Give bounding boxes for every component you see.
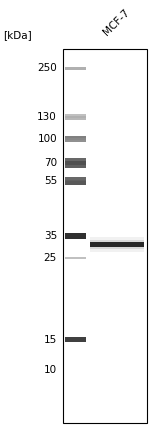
Bar [64, 257, 86, 259]
Text: 250: 250 [37, 64, 57, 73]
Bar [90, 242, 144, 247]
Bar [64, 139, 86, 142]
Text: 35: 35 [44, 231, 57, 241]
Text: 15: 15 [44, 335, 57, 344]
Text: MCF-7: MCF-7 [101, 7, 131, 37]
Bar [64, 118, 86, 120]
Bar [64, 233, 86, 239]
Text: 100: 100 [37, 134, 57, 144]
Bar [90, 240, 144, 249]
Bar [63, 49, 147, 423]
Bar [64, 182, 86, 184]
Bar [64, 337, 86, 342]
Text: 130: 130 [37, 112, 57, 122]
Bar [64, 165, 86, 168]
Text: 10: 10 [44, 366, 57, 375]
Bar [64, 179, 86, 183]
Bar [64, 161, 86, 165]
Bar [90, 237, 144, 252]
Text: 25: 25 [44, 253, 57, 263]
Bar [64, 137, 86, 140]
Bar [64, 116, 86, 118]
Text: 70: 70 [44, 158, 57, 168]
Text: 55: 55 [44, 176, 57, 186]
Bar [64, 113, 86, 116]
Bar [64, 67, 86, 70]
Bar [64, 161, 86, 165]
Bar [64, 158, 86, 161]
Bar [64, 177, 86, 180]
Bar [64, 136, 86, 138]
Text: [kDa]: [kDa] [3, 30, 32, 40]
